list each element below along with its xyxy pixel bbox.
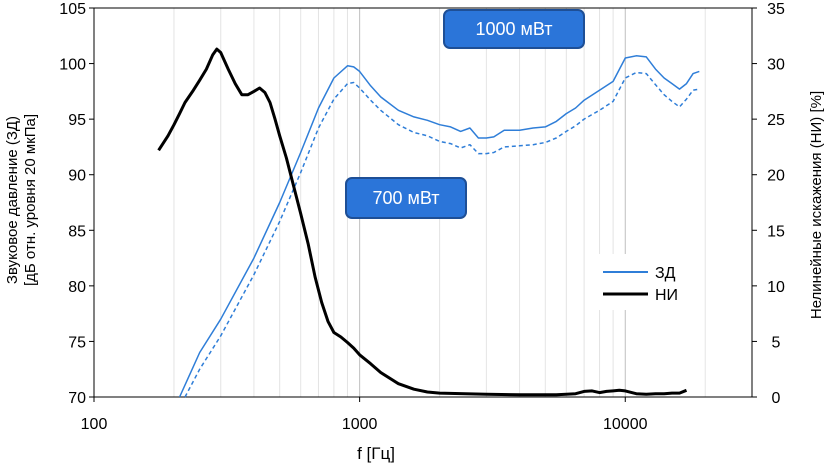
annotation-700mw-box [345, 177, 467, 219]
left-tick-label: 80 [68, 279, 86, 296]
series-line-zd-700mw [184, 71, 700, 398]
left-tick-label: 75 [68, 334, 86, 351]
annotation-1000mw: 1000 мВт [443, 9, 585, 49]
legend-label-zd: ЗД [655, 265, 676, 282]
left-tick-label: 100 [59, 57, 86, 74]
left-tick-label: 90 [68, 168, 86, 185]
right-tick-label: 20 [767, 168, 785, 185]
right-tick-label: 5 [772, 334, 781, 351]
series-line-ni [157, 47, 688, 397]
right-axis: 0 5 10 15 20 25 30 35 [752, 1, 785, 407]
annotation-700mw-text: 700 мВт [372, 188, 439, 208]
right-tick-label: 10 [767, 279, 785, 296]
annotation-700mw: 700 мВт [345, 177, 467, 219]
legend-box [590, 254, 702, 310]
right-axis-title: Нелинейные искажения (НИ) [%] [808, 91, 825, 319]
x-axis: 100 1000 10000 [81, 397, 648, 433]
grid-lines [93, 8, 753, 397]
annotation-1000mw-text: 1000 мВт [475, 19, 552, 39]
left-axis-title-line1: Звуковое давление (ЗД) [4, 116, 21, 284]
left-tick-label: 105 [59, 1, 86, 18]
legend: ЗД НИ [590, 254, 702, 310]
plot-area-frame [93, 7, 753, 398]
x-tick-label: 10000 [603, 416, 648, 433]
left-tick-label: 95 [68, 112, 86, 129]
right-tick-label: 25 [767, 112, 785, 129]
x-axis-title: f [Гц] [357, 444, 395, 463]
right-tick-label: 30 [767, 57, 785, 74]
right-tick-label: 15 [767, 223, 785, 240]
left-axis: 70 75 80 85 90 95 100 105 [59, 1, 94, 407]
left-tick-label: 70 [68, 390, 86, 407]
x-tick-label: 1000 [342, 416, 378, 433]
annotation-1000mw-box [443, 9, 585, 49]
x-tick-label: 100 [81, 416, 108, 433]
series-layer [157, 47, 700, 398]
legend-label-ni: НИ [655, 287, 678, 304]
right-tick-label: 0 [772, 390, 781, 407]
right-tick-label: 35 [767, 1, 785, 18]
left-axis-title-line2: [дБ отн. уровня 20 мкПа] [22, 114, 39, 286]
left-tick-label: 85 [68, 223, 86, 240]
series-line-zd-1000mw [178, 55, 700, 398]
